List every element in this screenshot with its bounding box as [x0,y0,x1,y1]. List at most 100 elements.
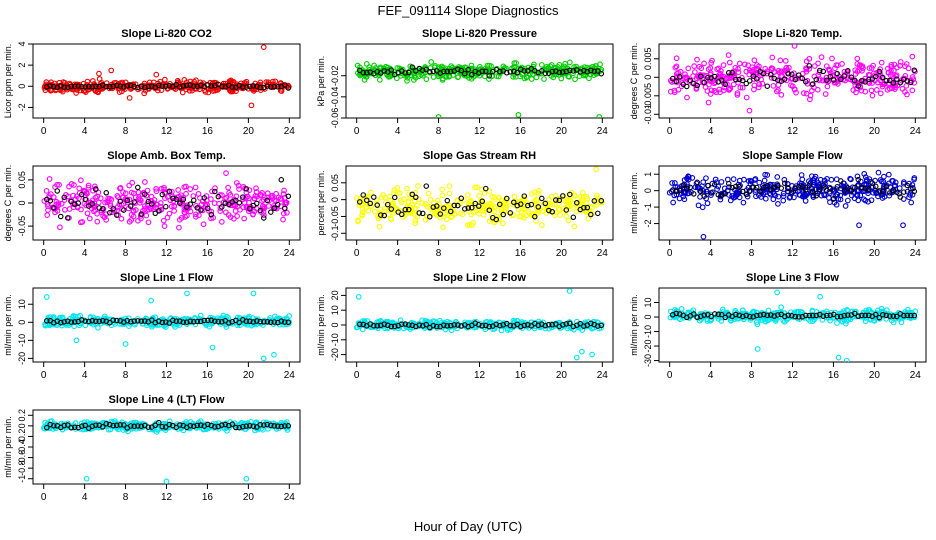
data-point [868,87,875,94]
mean-point [680,182,687,189]
mean-point [894,76,900,82]
mean-point [841,188,848,194]
mean-point [733,183,739,190]
mean-point [715,311,722,318]
data-point [439,192,446,199]
x-tick-label: 20 [243,370,255,381]
data-point [709,57,715,64]
x-tick-label: 16 [515,370,527,381]
data-point [762,65,769,72]
panel-title: Slope Line 3 Flow [746,272,839,284]
data-point [103,217,109,223]
mean-point [581,205,587,211]
data-point [884,87,891,93]
data-point [722,312,728,319]
mean-point [838,313,844,320]
mean-point [103,421,110,427]
mean-point [448,322,454,329]
data-point [128,189,135,196]
y-tick-label: -0.2 [17,429,27,445]
mean-point [243,423,250,429]
mean-point [595,210,601,217]
outlier-point [126,95,133,101]
mean-point [170,195,176,201]
mean-point [367,200,374,207]
data-point [207,196,214,202]
data-point [359,205,366,212]
mean-point [560,322,566,328]
mean-point [750,73,757,79]
mean-point [743,80,750,87]
mean-point [834,313,841,320]
outlier-point [875,169,882,176]
mean-point [838,178,844,184]
mean-point [138,211,145,217]
data-point [670,199,677,206]
data-point [716,86,723,93]
data-point [253,185,259,192]
data-point [160,217,167,224]
data-point [164,214,171,221]
data-point [180,194,187,201]
data-point [470,219,476,226]
mean-point [371,323,377,329]
data-point [172,324,178,330]
y-tick-label: -0.1 [330,226,340,242]
y-tick-label: 4 [17,41,27,46]
data-point [407,68,413,75]
mean-point [820,182,827,189]
mean-point [598,322,605,329]
mean-point [539,68,545,74]
mean-point [254,83,260,90]
data-point [422,216,429,223]
data-point [412,220,419,227]
data-point [538,62,545,68]
mean-point [82,196,89,203]
x-tick-label: 24 [597,126,609,137]
data-point [865,78,872,85]
mean-point [708,313,715,320]
data-point [95,324,101,331]
mean-point [792,313,799,320]
mean-point [785,312,792,318]
mean-point [427,68,433,75]
mean-point [817,187,823,193]
data-point [129,179,136,186]
data-point [703,175,709,182]
x-tick-label: 24 [597,370,609,381]
outlier-point [435,114,442,118]
mean-point [792,76,799,83]
mean-point [103,83,110,90]
mean-point [282,423,288,429]
data-point [162,76,168,83]
mean-point [159,319,166,326]
mean-point [68,425,75,431]
mean-point [890,80,897,86]
data-point [743,68,750,75]
outlier-point [700,233,707,240]
mean-point [581,323,587,329]
x-tick-label: 12 [161,492,173,503]
mean-point [187,318,194,325]
data-point [806,55,813,62]
mean-point [72,319,78,325]
mean-point [135,318,141,324]
data-point [528,212,535,219]
outlier-point [96,70,102,77]
data-point [513,60,519,67]
data-point [96,76,103,82]
x-tick-label: 16 [515,248,527,259]
outlier-point [573,354,580,361]
x-tick-label: 8 [749,370,755,381]
mean-point [184,82,190,89]
data-point [833,62,840,68]
x-tick-label: 24 [910,126,922,137]
mean-point [177,200,183,206]
mean-point [750,184,757,190]
mean-point [423,183,430,189]
data-point [909,53,916,60]
data-point [251,195,258,202]
mean-point [694,82,701,89]
mean-point [563,207,570,213]
